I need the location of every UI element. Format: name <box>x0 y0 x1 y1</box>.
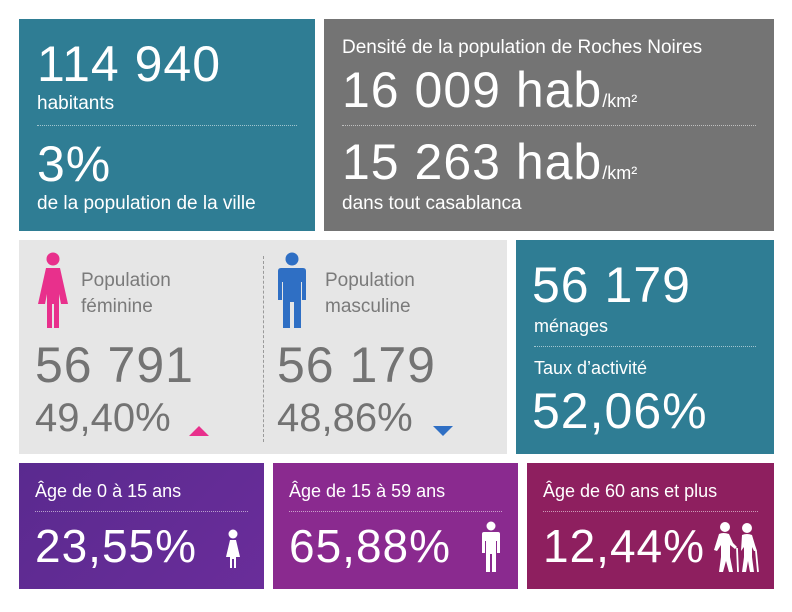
households-label: ménages <box>534 316 609 336</box>
female-count: 56 791 <box>35 337 194 393</box>
female-icon <box>38 252 68 328</box>
trend-up-icon <box>189 426 209 436</box>
population-value: 114 940 <box>37 36 222 92</box>
male-percent: 48,86% <box>277 396 413 440</box>
density-city-value: 15 263 hab <box>342 134 603 190</box>
density-local-unit: /km² <box>602 91 638 111</box>
female-label-line2: féminine <box>81 296 153 317</box>
density-city-unit: /km² <box>602 163 638 183</box>
divider <box>289 511 502 512</box>
divider <box>534 346 756 347</box>
divider <box>342 125 756 126</box>
trend-down-icon <box>433 426 453 436</box>
age-label: Âge de 15 à 59 ans <box>289 481 446 501</box>
density-city-label: dans tout casablanca <box>342 193 522 214</box>
density-local: 16 009 hab/km² <box>342 61 637 119</box>
population-share: 3% <box>37 136 112 192</box>
age-card-0-15: Âge de 0 à 15 ans 23,55% <box>19 463 264 589</box>
divider <box>35 511 248 512</box>
density-card: Densité de la population de Roches Noire… <box>324 19 774 231</box>
divider <box>543 511 758 512</box>
divider <box>37 125 297 126</box>
population-card: 114 940 habitants 3% de la population de… <box>19 19 315 231</box>
child-icon <box>226 529 240 568</box>
gender-divider <box>263 256 264 442</box>
households-value: 56 179 <box>532 257 691 313</box>
age-card-15-59: Âge de 15 à 59 ans 65,88% <box>273 463 518 589</box>
age-card-60-plus: Âge de 60 ans et plus 12,44% <box>527 463 774 589</box>
male-label-line1: Population <box>325 270 415 291</box>
adult-icon <box>482 521 500 572</box>
male-icon <box>278 252 306 328</box>
households-card: 56 179 ménages Taux d’activité 52,06% <box>516 240 774 454</box>
female-percent: 49,40% <box>35 396 171 440</box>
gender-card: Population féminine 56 791 49,40% Popula… <box>19 240 507 454</box>
male-count: 56 179 <box>277 337 436 393</box>
density-title: Densité de la population de Roches Noire… <box>342 37 703 58</box>
activity-label: Taux d’activité <box>534 358 648 378</box>
density-local-value: 16 009 hab <box>342 62 603 118</box>
population-label: habitants <box>37 93 115 114</box>
age-value: 23,55% <box>35 520 198 572</box>
age-label: Âge de 60 ans et plus <box>543 481 718 501</box>
age-value: 65,88% <box>289 520 452 572</box>
age-value: 12,44% <box>543 520 706 572</box>
population-share-label: de la population de la ville <box>37 193 256 214</box>
male-label-line2: masculine <box>325 296 411 317</box>
elderly-couple-icon <box>714 522 759 573</box>
density-city: 15 263 hab/km² <box>342 133 637 191</box>
age-label: Âge de 0 à 15 ans <box>35 481 182 501</box>
activity-value: 52,06% <box>532 383 708 439</box>
female-label-line1: Population <box>81 270 171 291</box>
